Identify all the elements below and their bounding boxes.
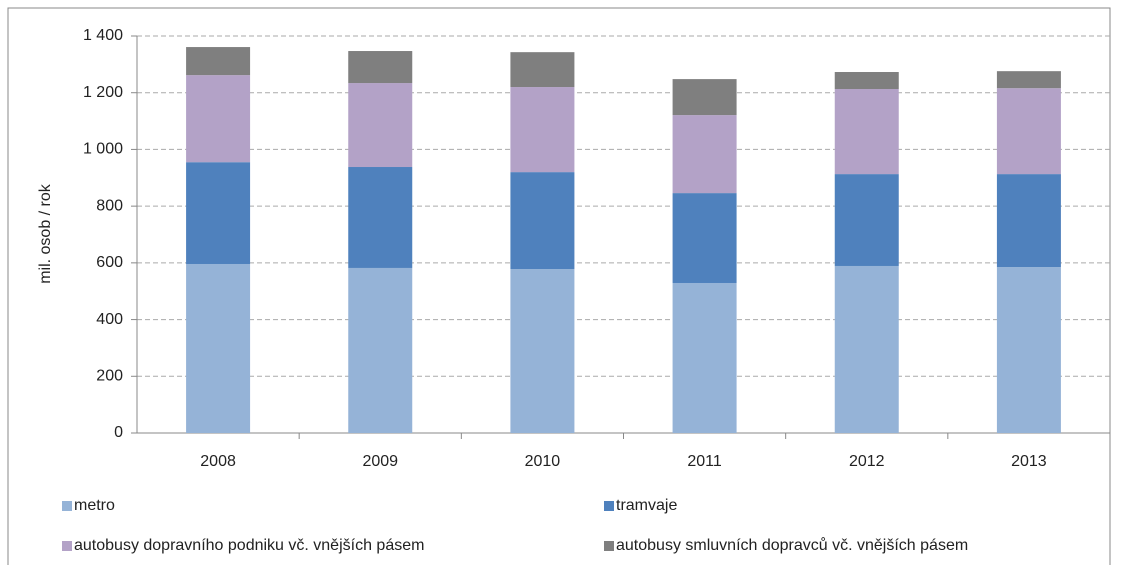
y-axis-label: mil. osob / rok	[37, 183, 54, 284]
bar-segment	[834, 174, 899, 266]
bar-segment	[672, 193, 737, 283]
y-tick-label: 1 200	[83, 84, 123, 101]
y-tick-label: 400	[96, 311, 123, 328]
bar-segment	[672, 79, 737, 116]
bar-segment	[834, 89, 899, 175]
y-tick-label: 800	[96, 197, 123, 214]
legend-label: autobusy dopravního podniku vč. vnějších…	[74, 537, 424, 554]
bar-segment	[834, 265, 899, 433]
y-tick-label: 0	[114, 424, 123, 441]
legend-swatch	[604, 501, 614, 511]
x-tick-label: 2010	[525, 453, 561, 470]
bar-segment	[348, 167, 413, 268]
bar-segment	[186, 47, 251, 76]
bar-segment	[996, 174, 1061, 268]
x-tick-label: 2012	[849, 453, 885, 470]
legend-label: metro	[74, 497, 115, 514]
legend-label: autobusy smluvních dopravců vč. vnějších…	[616, 536, 968, 554]
x-tick-label: 2008	[200, 453, 236, 470]
x-tick-label: 2013	[1011, 453, 1047, 470]
bar-segment	[996, 71, 1061, 89]
legend-swatch	[62, 501, 72, 511]
y-tick-label: 200	[96, 368, 123, 385]
x-tick-label: 2009	[362, 453, 398, 470]
bar-segment	[186, 75, 251, 163]
bar-segment	[672, 282, 737, 433]
legend-swatch	[62, 541, 72, 551]
bar-segment	[672, 115, 737, 194]
bar-segment	[834, 72, 899, 90]
bar-segment	[510, 269, 575, 433]
legend-swatch	[604, 541, 614, 551]
bar-segment	[348, 51, 413, 84]
bar-segment	[348, 267, 413, 433]
y-tick-label: 600	[96, 254, 123, 271]
bar-segment	[510, 52, 575, 88]
bar-segment	[996, 267, 1061, 433]
bar-segment	[186, 162, 251, 264]
bar-segment	[510, 87, 575, 173]
bar-segment	[348, 83, 413, 168]
y-tick-label: 1 400	[83, 27, 123, 44]
x-tick-label: 2011	[687, 453, 722, 470]
y-tick-label: 1 000	[83, 141, 123, 158]
bar-segment	[186, 263, 251, 433]
bar-segment	[510, 172, 575, 270]
bar-segment	[996, 88, 1061, 175]
legend-label: tramvaje	[616, 497, 677, 514]
